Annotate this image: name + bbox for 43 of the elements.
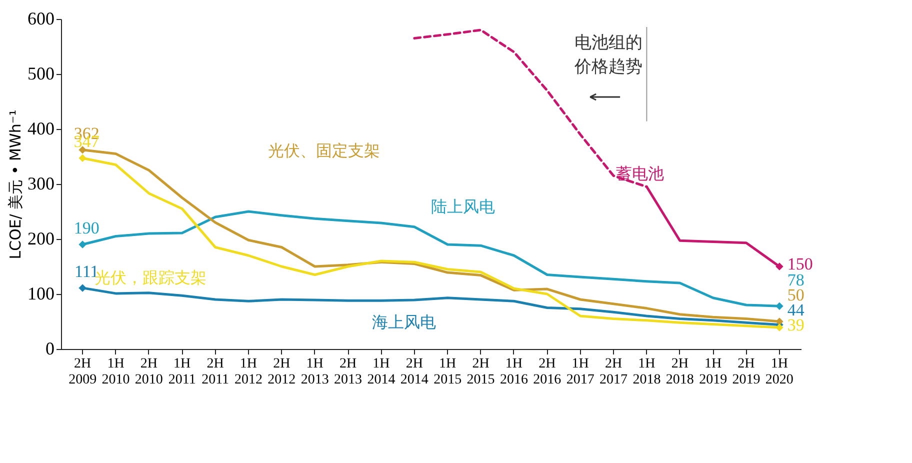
point xyxy=(78,154,86,162)
y-tick-label: 400 xyxy=(28,118,54,138)
y-tick-label: 200 xyxy=(28,228,54,248)
point xyxy=(78,240,86,248)
point xyxy=(78,284,86,292)
x-tick-label: 1H 2014 xyxy=(367,356,396,388)
y-axis-title: LCOE/ 美元 • MWh⁻¹ xyxy=(6,110,24,260)
x-tick-label: 1H 2011 xyxy=(168,356,196,388)
point xyxy=(776,262,784,270)
point xyxy=(776,324,784,332)
x-tick-label: 1H 2010 xyxy=(102,356,130,388)
point xyxy=(776,302,784,310)
x-tick-label: 2H 2017 xyxy=(600,356,628,388)
text: 光伏、固定支架 xyxy=(268,141,380,160)
data-label: 190 xyxy=(74,218,100,238)
x-tick-label: 1H 2019 xyxy=(699,356,728,388)
x-tick-label: 1H 2020 xyxy=(765,356,794,388)
x-tick-label: 2H 2016 xyxy=(533,356,562,388)
x-tick-label: 1H 2018 xyxy=(632,356,661,388)
x-tick-label: 1H 2015 xyxy=(434,356,462,388)
x-tick-label: 1H 2016 xyxy=(500,356,528,388)
ref-line-label: 电池组的价格趋势 xyxy=(574,33,643,77)
x-tick-label: 1H 2013 xyxy=(300,356,329,388)
x-tick-label: 1H 2012 xyxy=(234,356,262,388)
data-label: 150 xyxy=(787,254,813,274)
x-tick-label: 2H 2013 xyxy=(334,356,362,388)
x-tick-label: 1H 2017 xyxy=(566,356,594,388)
y-tick-label: 500 xyxy=(28,64,54,84)
x-tick-label: 2H 2010 xyxy=(134,356,163,388)
y-tick-label: 100 xyxy=(28,284,54,304)
x-tick-label: 2H 2014 xyxy=(400,356,428,388)
x-tick-label: 2H 2009 xyxy=(68,356,97,388)
point xyxy=(776,318,784,326)
y-tick-label: 0 xyxy=(46,338,54,358)
x-tick-label: 2H 2015 xyxy=(466,356,495,388)
y-tick-label: 300 xyxy=(28,174,54,194)
x-tick-label: 2H 2018 xyxy=(666,356,694,388)
x-tick-label: 2H 2011 xyxy=(202,356,230,388)
series-label: 海上风电 xyxy=(372,312,436,332)
y-tick-label: 600 xyxy=(28,8,54,28)
x-tick-label: 2H 2012 xyxy=(268,356,296,388)
x-tick-label: 2H 2019 xyxy=(732,356,760,388)
series-label: 陆上风电 xyxy=(431,197,495,216)
